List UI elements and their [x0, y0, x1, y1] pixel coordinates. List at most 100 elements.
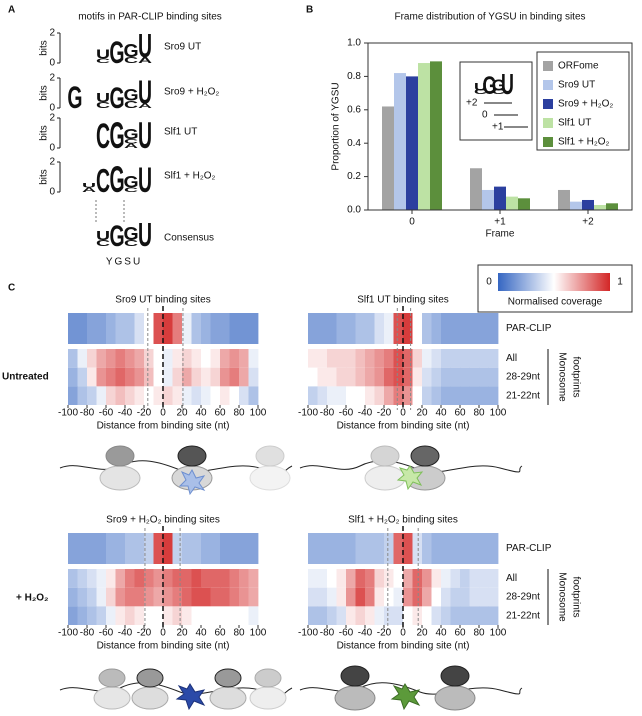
x-tick-label: 40 [195, 408, 207, 419]
heatmap-cell [239, 313, 249, 344]
heatmap-cell [469, 386, 480, 405]
heatmap-cell [163, 606, 173, 625]
x-tick-label: 0 [160, 408, 166, 419]
heatmap-cell [229, 569, 240, 588]
heatmap-cell [125, 533, 135, 564]
x-axis-label: Frame [486, 229, 515, 240]
y-tick-label: 2 [49, 157, 55, 168]
heatmap-cell [460, 569, 470, 588]
heatmap-cell [125, 313, 135, 344]
heatmap-cell [96, 587, 107, 607]
heatmap-cell [460, 587, 470, 607]
heatmap-cell [220, 313, 230, 344]
heatmap-cell [239, 606, 249, 625]
heatmap-cell [308, 386, 318, 405]
heatmap-cell [106, 386, 116, 405]
heatmap-title: Sro9 UT binding sites [115, 295, 210, 306]
heatmap-cell [248, 606, 259, 625]
logo-letter: G [123, 86, 138, 104]
bar [518, 198, 530, 210]
x-tick-label: 60 [214, 628, 226, 639]
heatmap-cell [182, 367, 192, 387]
x-tick-label: -80 [320, 408, 335, 419]
heatmap-cell [422, 386, 432, 405]
x-tick-label: 100 [490, 628, 507, 639]
heatmap-cell [68, 533, 78, 564]
x-tick-label: 60 [454, 408, 466, 419]
axis-label: bits [39, 169, 50, 185]
heatmap-cell [308, 587, 318, 607]
ribosome-cartoons [59, 445, 523, 711]
heatmap-cell [450, 533, 461, 564]
x-tick-label: -100 [298, 408, 318, 419]
bar [594, 204, 606, 210]
ribosome [131, 686, 169, 710]
heatmap-cell [479, 313, 489, 344]
heatmap-cell [125, 367, 135, 387]
heatmap-cell [355, 533, 366, 564]
heatmap-cell [77, 313, 88, 344]
heatmap-cell [441, 386, 451, 405]
heatmap-cell [479, 533, 489, 564]
condition-label: Untreated [2, 372, 49, 383]
logo-letter: C [124, 99, 138, 110]
heatmap-cell [317, 349, 328, 368]
heatmap-cell [182, 533, 192, 564]
row-label: 21-22nt [506, 610, 540, 621]
heatmap-cell [317, 367, 328, 387]
colorbar-min: 0 [486, 277, 492, 288]
logo-letter: U [82, 182, 96, 189]
heatmap-cell [68, 349, 78, 368]
x-tick-label: 20 [176, 408, 188, 419]
heatmap-cell [469, 349, 480, 368]
plot-frame [367, 42, 633, 211]
y-tick-label: 0 [49, 187, 55, 198]
heatmap-cell [248, 349, 259, 368]
heatmap-cell [317, 386, 328, 405]
x-tick-label: -100 [58, 628, 78, 639]
heatmap-cell [403, 569, 413, 588]
x-tick-label: -80 [80, 628, 95, 639]
heatmap-cell [153, 569, 164, 588]
heatmap-cell [210, 367, 221, 387]
x-tick-label: 80 [233, 408, 245, 419]
slf1 [396, 465, 424, 491]
legend-swatch [543, 80, 553, 90]
y-tick-label: 0 [49, 58, 55, 69]
heatmap-cell [68, 569, 78, 588]
heatmap-cell [96, 313, 107, 344]
x-axis-label: Distance from binding site (nt) [97, 641, 230, 652]
bar [418, 63, 430, 210]
heatmap-cell [125, 569, 135, 588]
heatmap-cell [327, 533, 337, 564]
heatmap-cell [220, 569, 230, 588]
heatmap-cell [422, 313, 432, 344]
heatmap-cell [479, 349, 489, 368]
logo-letter: C [96, 239, 110, 248]
heatmap-cell [248, 367, 259, 387]
x-tick-label: -20 [137, 408, 152, 419]
heatmap-cell [317, 606, 328, 625]
heatmap-cell [460, 349, 470, 368]
logo-letter: U [138, 115, 152, 156]
heatmap-cell [450, 386, 461, 405]
row-label: All [506, 573, 517, 584]
ribosome [249, 686, 287, 710]
heatmap-cell [68, 386, 78, 405]
logo-letter: A [138, 56, 152, 65]
heatmap-cell [153, 533, 164, 564]
heatmap-cell [163, 349, 173, 368]
heatmap-cell [210, 587, 221, 607]
panel-label: A [8, 5, 15, 16]
axis-label: bits [39, 125, 50, 141]
logo-letter: U [474, 82, 487, 94]
inset-label: +1 [492, 122, 504, 133]
x-tick-label: -60 [99, 408, 114, 419]
legend-swatch [543, 118, 553, 128]
logo-letter: C [124, 138, 139, 145]
x-axis-label: Distance from binding site (nt) [97, 421, 230, 432]
heatmap-cell [182, 349, 192, 368]
heatmap-cell [346, 367, 356, 387]
panel-label: B [306, 5, 313, 16]
